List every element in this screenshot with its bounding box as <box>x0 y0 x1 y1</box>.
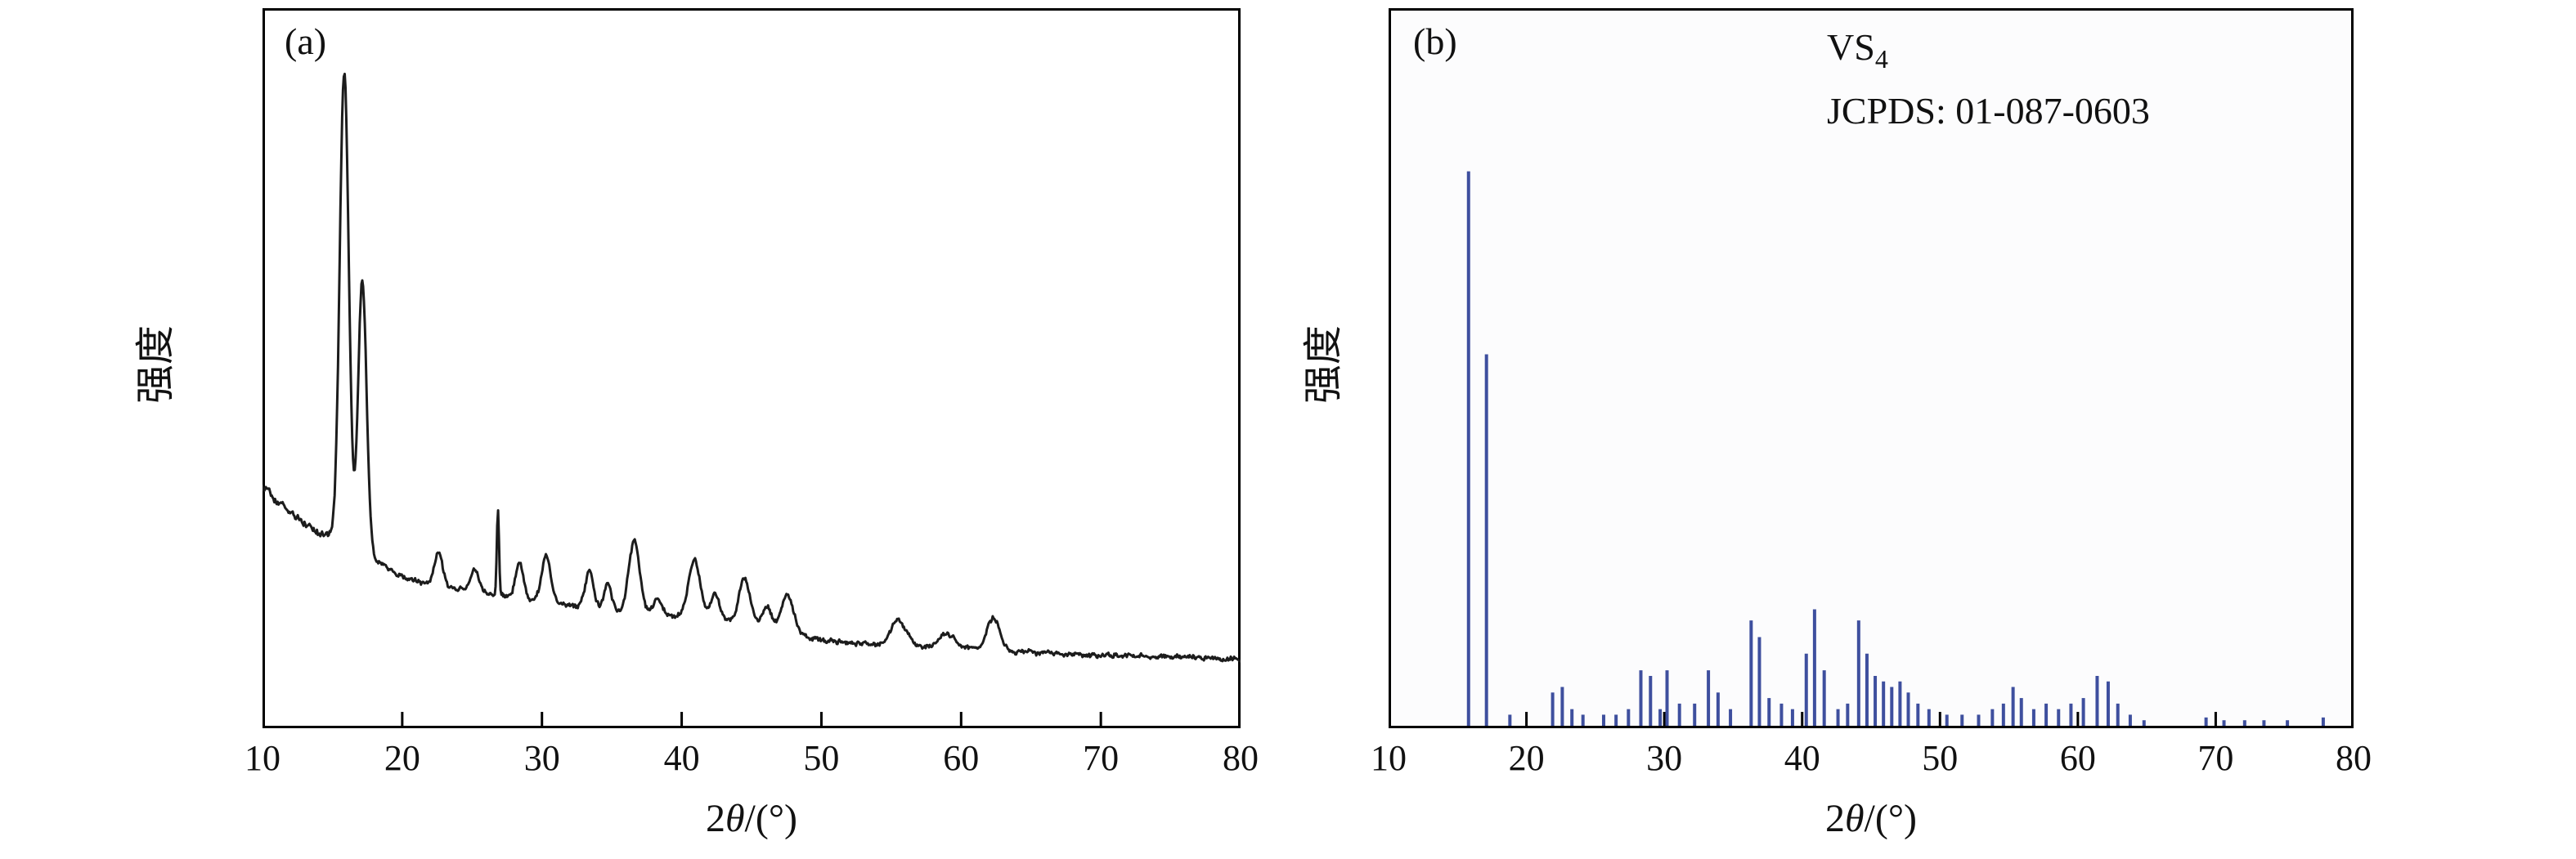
x-tick-label: 70 <box>1083 738 1120 778</box>
x-tick-label: 30 <box>523 738 560 778</box>
x-tick-label: 20 <box>384 738 420 778</box>
reference-annotation: VS4 JCPDS: 01-087-0603 <box>1827 21 2150 137</box>
y-axis-label-a: 强度 <box>134 325 177 405</box>
theta-symbol-b: θ <box>1844 797 1865 840</box>
phase-name: VS4 <box>1827 21 2150 85</box>
jcpds-number: JCPDS: 01-087-0603 <box>1827 90 2150 132</box>
x-tick-label: 80 <box>1223 738 1259 778</box>
x-axis-title-rest-b: /(°) <box>1864 797 1918 840</box>
x-tick-label: 50 <box>1922 738 1959 778</box>
x-tick-label: 60 <box>943 738 980 778</box>
x-tick-label: 80 <box>2336 738 2372 778</box>
y-axis-label-b: 强度 <box>1302 325 1345 405</box>
x-axis-title-rest-a: /(°) <box>744 797 798 840</box>
x-tick-label: 10 <box>245 738 280 778</box>
x-tick-label: 60 <box>2059 738 2096 778</box>
phase-name-base: VS <box>1827 26 1875 68</box>
jcpds-reference-stick-plot <box>1389 8 2354 728</box>
x-axis-title-a: 2θ/(°) <box>263 796 1241 841</box>
x-axis-title-num-a: 2 <box>705 797 725 840</box>
panel-label-a: (a) <box>285 20 327 62</box>
x-tick-label: 40 <box>663 738 700 778</box>
x-axis-title-num-b: 2 <box>1824 797 1845 840</box>
x-tick-label: 10 <box>1371 738 1407 778</box>
xrd-measured-plot <box>263 8 1241 728</box>
x-tick-label: 70 <box>2197 738 2234 778</box>
panel-label-b: (b) <box>1413 20 1457 62</box>
x-axis-title-b: 2θ/(°) <box>1389 796 2354 841</box>
x-tick-label: 40 <box>1784 738 1820 778</box>
x-tick-label: 20 <box>1508 738 1545 778</box>
x-tick-label: 50 <box>803 738 840 778</box>
phase-name-subscript: 4 <box>1874 44 1888 74</box>
x-tick-label: 30 <box>1646 738 1683 778</box>
theta-symbol-a: θ <box>725 797 745 840</box>
